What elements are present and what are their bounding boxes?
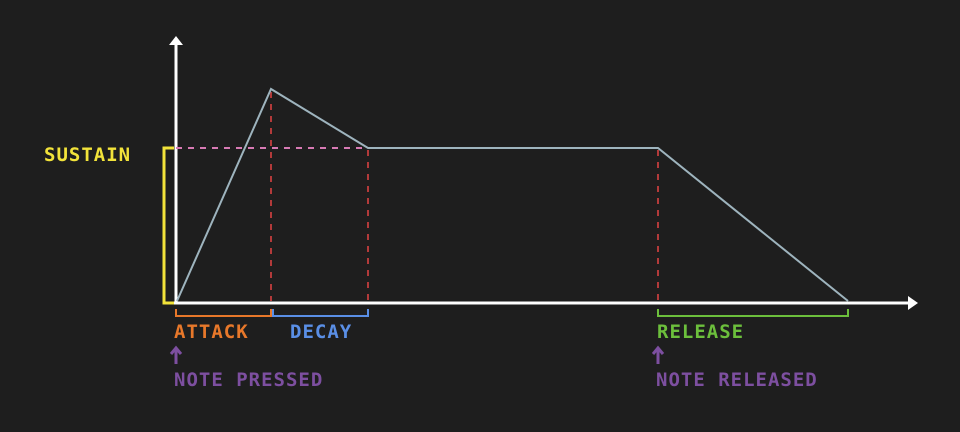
y-axis-arrow-icon [169, 36, 183, 45]
up-arrow-icon [653, 348, 663, 364]
attack-label: ATTACK [174, 321, 249, 343]
sustain-bracket [164, 148, 174, 303]
up-arrow-icon [171, 348, 181, 364]
note-released-label: NOTE RELEASED [656, 369, 818, 391]
x-axis-arrow-icon [908, 296, 918, 310]
release-bracket [658, 309, 848, 316]
note-pressed-label: NOTE PRESSED [174, 369, 323, 391]
sustain-label: SUSTAIN [44, 144, 131, 166]
release-label: RELEASE [657, 321, 744, 343]
decay-bracket [273, 309, 368, 316]
envelope-curve [177, 89, 848, 301]
decay-label: DECAY [290, 321, 352, 343]
attack-bracket [176, 309, 271, 316]
